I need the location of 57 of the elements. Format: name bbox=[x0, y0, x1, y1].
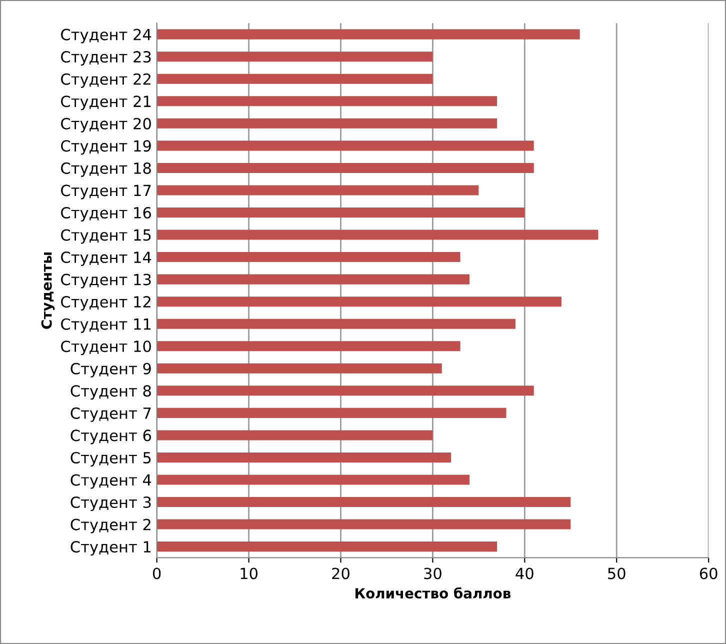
bar bbox=[156, 74, 433, 84]
bar bbox=[156, 519, 571, 530]
bar bbox=[156, 52, 433, 62]
y-tick-label: Студент 15 bbox=[61, 229, 151, 244]
bar bbox=[156, 207, 525, 218]
x-axis-title: Количество баллов bbox=[355, 587, 511, 599]
y-tick-label: Студент 16 bbox=[61, 206, 151, 222]
x-tick-label: 50 bbox=[608, 568, 626, 580]
bar bbox=[156, 185, 479, 196]
bar bbox=[156, 318, 516, 329]
y-tick-label: Студент 24 bbox=[61, 28, 152, 44]
bar bbox=[156, 542, 498, 552]
bar bbox=[156, 341, 460, 352]
y-tick-label: Студент 23 bbox=[61, 51, 151, 66]
y-axis-title: Студенты bbox=[41, 252, 55, 329]
y-tick-label: Студент 19 bbox=[61, 140, 151, 155]
y-tick-label: Студент 2 bbox=[70, 518, 150, 534]
x-tick-label: 10 bbox=[240, 568, 258, 580]
bar bbox=[156, 452, 452, 462]
bar bbox=[156, 386, 534, 396]
y-tick-label: Студент 17 bbox=[61, 184, 151, 200]
y-tick-label: Студент 5 bbox=[70, 452, 151, 466]
y-tick-label: Студент 12 bbox=[61, 296, 150, 311]
bar bbox=[156, 252, 460, 262]
y-tick-label: Студент 22 bbox=[61, 73, 150, 88]
y-tick-label: Студент 20 bbox=[61, 118, 151, 132]
y-tick-label: Студент 1 bbox=[70, 541, 151, 556]
y-tick-label: Студент 13 bbox=[61, 274, 151, 288]
x-tick-label: 0 bbox=[152, 568, 161, 580]
x-tick-label: 30 bbox=[424, 568, 442, 580]
bar bbox=[156, 162, 534, 173]
x-tick-label: 40 bbox=[516, 568, 534, 580]
y-tick-label: Студент 9 bbox=[70, 362, 151, 378]
bar bbox=[156, 497, 571, 508]
y-tick-label: Студент 8 bbox=[70, 385, 151, 400]
bar bbox=[156, 474, 470, 485]
bar bbox=[156, 29, 580, 40]
y-tick-label: Студент 11 bbox=[61, 318, 151, 333]
bar bbox=[156, 363, 442, 374]
y-tick-label: Студент 4 bbox=[70, 474, 152, 489]
x-tick-label: 60 bbox=[700, 568, 718, 580]
bar bbox=[156, 118, 498, 128]
y-tick-label: Студент 3 bbox=[70, 496, 151, 512]
y-tick-label: Студент 10 bbox=[61, 340, 151, 356]
y-tick-label: Студент 18 bbox=[61, 162, 151, 177]
y-tick-label: Студент 14 bbox=[61, 252, 152, 266]
bar bbox=[156, 274, 470, 284]
y-tick-label: Студент 7 bbox=[70, 407, 151, 422]
y-tick-label: Студент 21 bbox=[61, 96, 151, 110]
bar bbox=[156, 230, 598, 240]
bar bbox=[156, 408, 506, 418]
bar bbox=[156, 96, 498, 106]
bar bbox=[156, 296, 562, 307]
y-tick-label: Студент 6 bbox=[70, 430, 151, 444]
bar bbox=[156, 430, 433, 440]
x-tick-label: 20 bbox=[332, 568, 350, 580]
bar bbox=[156, 140, 534, 151]
